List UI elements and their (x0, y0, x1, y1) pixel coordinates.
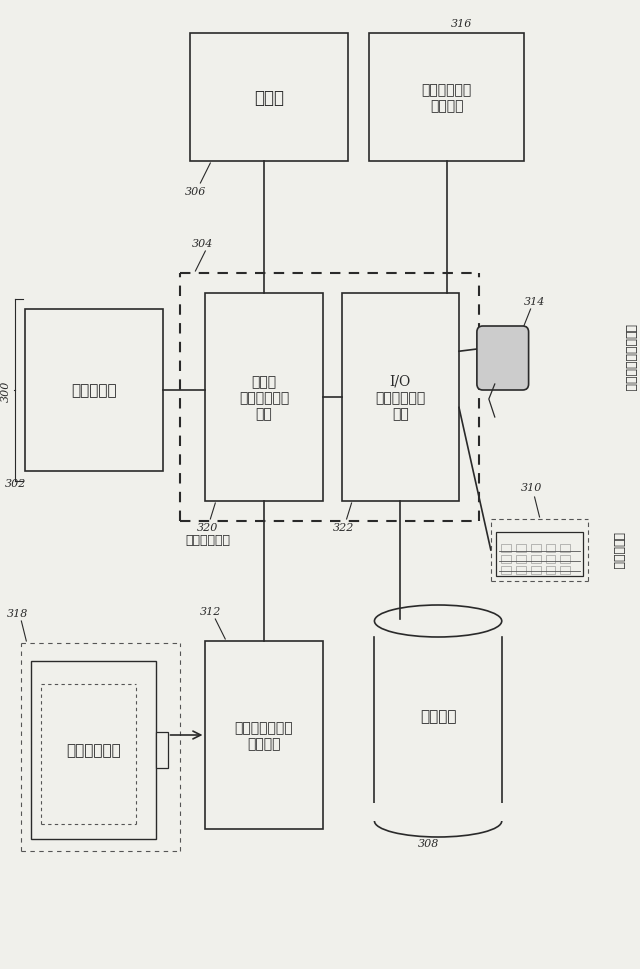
Ellipse shape (374, 805, 502, 837)
Bar (372, 803, 504, 821)
Text: メモリ: メモリ (254, 89, 284, 107)
Bar (191, 34, 348, 162)
Text: 314: 314 (524, 297, 545, 306)
Bar (31, 661, 156, 839)
Text: ネットワーク
アダプタ: ネットワーク アダプタ (421, 82, 472, 113)
Bar (516, 545, 525, 552)
Text: 318: 318 (6, 609, 28, 618)
Bar (561, 567, 570, 575)
Text: グラフィックス
アダプタ: グラフィックス アダプタ (235, 720, 293, 750)
Bar (500, 567, 511, 575)
Text: プロセッサ: プロセッサ (71, 384, 116, 397)
Text: ディスプレイ: ディスプレイ (66, 743, 121, 757)
Text: メモリ
コントローラ
ハブ: メモリ コントローラ ハブ (239, 374, 289, 421)
Bar (342, 294, 459, 502)
Bar (531, 567, 541, 575)
Bar (545, 567, 556, 575)
Bar (499, 348, 507, 361)
Bar (369, 34, 524, 162)
Text: 302: 302 (4, 479, 26, 488)
Text: ボインティング装置: ボインティング装置 (623, 324, 637, 391)
Bar (26, 310, 163, 472)
Bar (545, 555, 556, 563)
Bar (205, 641, 323, 829)
Text: 320: 320 (196, 522, 218, 532)
Text: 304: 304 (192, 238, 213, 249)
Bar (516, 555, 525, 563)
Bar (500, 545, 511, 552)
Text: 記憶装置: 記憶装置 (420, 709, 456, 723)
Bar (531, 545, 541, 552)
Text: 306: 306 (185, 187, 206, 197)
FancyBboxPatch shape (477, 327, 529, 391)
Bar (531, 555, 541, 563)
Bar (500, 555, 511, 563)
Text: チップセット: チップセット (186, 533, 231, 546)
Bar (205, 294, 323, 502)
Text: 308: 308 (417, 838, 439, 848)
Text: 310: 310 (521, 483, 542, 492)
Text: 316: 316 (451, 19, 472, 29)
Bar (516, 567, 525, 575)
Text: I/O
コントローラ
ハブ: I/O コントローラ ハブ (375, 374, 426, 421)
Text: キーボード: キーボード (612, 532, 625, 569)
Bar (561, 545, 570, 552)
Text: 312: 312 (200, 607, 221, 616)
Text: 300: 300 (1, 380, 10, 401)
Text: 322: 322 (333, 522, 355, 532)
Bar (156, 733, 168, 768)
Bar (561, 555, 570, 563)
Bar (496, 532, 583, 577)
Bar (545, 545, 556, 552)
